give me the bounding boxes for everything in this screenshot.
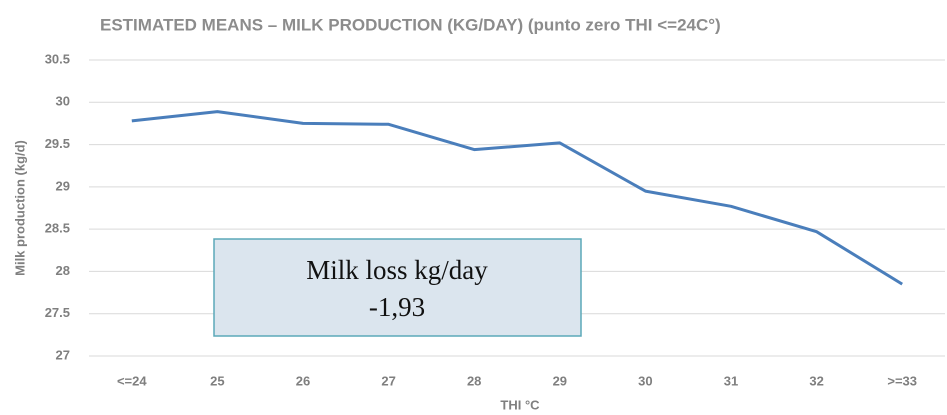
y-tick-label: 29 [56, 178, 70, 193]
y-tick-label: 28.5 [45, 221, 70, 236]
y-tick-label: 28 [56, 263, 70, 278]
y-tick-label: 27.5 [45, 305, 70, 320]
chart-title: ESTIMATED MEANS – MILK PRODUCTION (KG/DA… [100, 15, 721, 34]
x-tick-label: >=33 [887, 373, 917, 388]
y-tick-label: 30 [56, 94, 70, 109]
y-tick-label: 30.5 [45, 51, 70, 66]
x-tick-label: 30 [638, 373, 652, 388]
x-tick-label: 27 [381, 373, 395, 388]
data-line [131, 110, 903, 286]
x-tick-label: 29 [553, 373, 567, 388]
x-tick-label: 31 [724, 373, 738, 388]
x-tick-label: 32 [809, 373, 823, 388]
y-tick-label: 27 [56, 347, 70, 362]
y-axis-label: Milk production (kg/d) [12, 140, 27, 276]
annotation-box [213, 238, 582, 337]
x-axis-label: THI °C [500, 397, 540, 412]
x-tick-label: 25 [210, 373, 224, 388]
x-tick-label: 26 [296, 373, 310, 388]
y-tick-label: 29.5 [45, 136, 70, 151]
x-tick-label: 28 [467, 373, 481, 388]
annotation-text: Milk loss kg/day [306, 255, 488, 285]
annotation-text: -1,93 [369, 292, 425, 322]
x-tick-label: <=24 [117, 373, 147, 388]
